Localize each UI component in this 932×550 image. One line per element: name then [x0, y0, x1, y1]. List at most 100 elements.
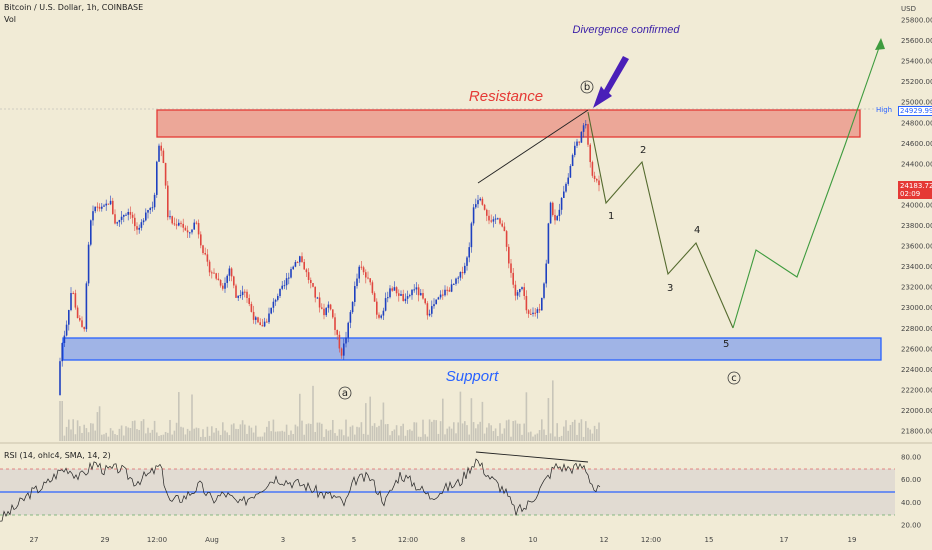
volume-bar	[323, 436, 325, 441]
candle-body	[109, 200, 112, 205]
candle-body	[387, 297, 389, 299]
volume-bar	[310, 423, 312, 441]
volume-bar	[325, 429, 327, 441]
candle-body	[224, 282, 226, 289]
circle-b	[580, 80, 594, 94]
support-zone[interactable]	[62, 337, 882, 361]
time-axis[interactable]: 27 29 12:00 Aug 3 5 12:00 8 10 12 12:00 15 17 19	[30, 536, 857, 544]
rsi-legend: RSI (14, ohlc4, SMA, 14, 2)	[4, 451, 111, 460]
currency-label: USD	[901, 5, 916, 13]
volume-bar	[118, 428, 121, 441]
volume-bar	[488, 423, 490, 441]
volume-bar	[499, 423, 501, 441]
candle-body	[545, 263, 547, 284]
volume-bar	[92, 423, 94, 441]
volume-bar	[523, 423, 525, 441]
candlesticks[interactable]	[59, 120, 600, 396]
candle-body	[343, 343, 345, 356]
candle-body	[202, 245, 204, 254]
volume-bar	[296, 426, 299, 441]
divergence-label: Divergence confirmed	[573, 24, 681, 36]
volume-bar	[63, 435, 66, 441]
candle-body	[250, 303, 253, 312]
candle-body	[105, 203, 107, 206]
candle-body	[450, 284, 453, 292]
volume-bar	[222, 422, 224, 441]
candle-body	[596, 178, 598, 181]
candle-body	[558, 209, 561, 217]
candle-body	[233, 276, 235, 286]
candle-body	[466, 257, 468, 266]
candle-body	[530, 313, 532, 315]
volume-bar	[431, 421, 433, 441]
volume-bars	[59, 380, 600, 441]
candle-body	[285, 278, 288, 286]
price-axis[interactable]: 25800.00 25600.00 25400.00 25200.00 25000.00…	[901, 17, 932, 436]
candle-body	[261, 325, 264, 327]
volume-bar	[85, 428, 88, 441]
candle-body	[191, 229, 193, 233]
candle-body	[488, 215, 490, 221]
candle-body	[171, 216, 173, 224]
volume-bar	[492, 431, 495, 441]
price-trendline[interactable]	[477, 109, 589, 184]
candle-body	[323, 308, 325, 316]
volume-bar	[453, 422, 455, 441]
candle-body	[294, 262, 297, 267]
price-tick-label: 23400.00	[901, 263, 932, 271]
forecast-wave-down[interactable]	[587, 111, 734, 329]
resistance-zone[interactable]	[156, 109, 861, 138]
candle-body	[356, 278, 358, 287]
candle-body	[376, 301, 378, 315]
volume-bar	[59, 401, 61, 441]
volume-bar	[237, 429, 239, 441]
candle-body	[457, 277, 459, 279]
support-label: Support	[446, 368, 499, 385]
volume-bar	[501, 433, 503, 441]
volume-bar	[409, 429, 411, 441]
volume-bar	[558, 436, 561, 441]
volume-bar	[79, 426, 81, 441]
candle-body	[182, 223, 184, 228]
candle-body	[219, 280, 222, 286]
volume-bar	[98, 406, 101, 441]
volume-bar	[587, 427, 589, 441]
volume-bar	[180, 426, 182, 441]
candle-body	[532, 312, 534, 314]
price-tick-label: 21800.00	[901, 428, 932, 436]
rsi-trendline[interactable]	[475, 451, 589, 463]
volume-bar	[171, 434, 173, 441]
volume-bar	[206, 426, 209, 441]
volume-bar	[563, 426, 565, 441]
candle-body	[162, 150, 165, 163]
volume-bar	[560, 435, 563, 441]
candle-body	[74, 293, 77, 308]
volume-bar	[349, 426, 352, 441]
time-tick-label: 3	[281, 536, 285, 544]
candle-body	[237, 295, 239, 298]
candle-body	[345, 337, 347, 344]
price-tick-label: 24000.00	[901, 201, 932, 209]
volume-bar	[173, 430, 176, 441]
candle-body	[543, 283, 545, 298]
volume-bar	[477, 424, 479, 441]
time-tick-label: 19	[848, 536, 857, 544]
candle-body	[248, 298, 250, 304]
candle-body	[475, 204, 477, 208]
candle-body	[593, 175, 596, 179]
volume-bar	[461, 423, 464, 441]
candle-body	[351, 301, 354, 313]
candle-body	[217, 278, 220, 281]
forecast-wave-up[interactable]	[732, 41, 882, 329]
volume-bar	[197, 428, 200, 441]
candle-body	[503, 226, 506, 232]
volume-bar	[450, 428, 453, 441]
volume-bar	[516, 423, 519, 441]
volume-bar	[582, 436, 585, 441]
volume-bar	[290, 430, 292, 441]
volume-bar	[468, 434, 470, 441]
price-tick-label: 25800.00	[901, 17, 932, 25]
rsi-line[interactable]	[0, 458, 601, 522]
candle-body	[230, 268, 233, 277]
